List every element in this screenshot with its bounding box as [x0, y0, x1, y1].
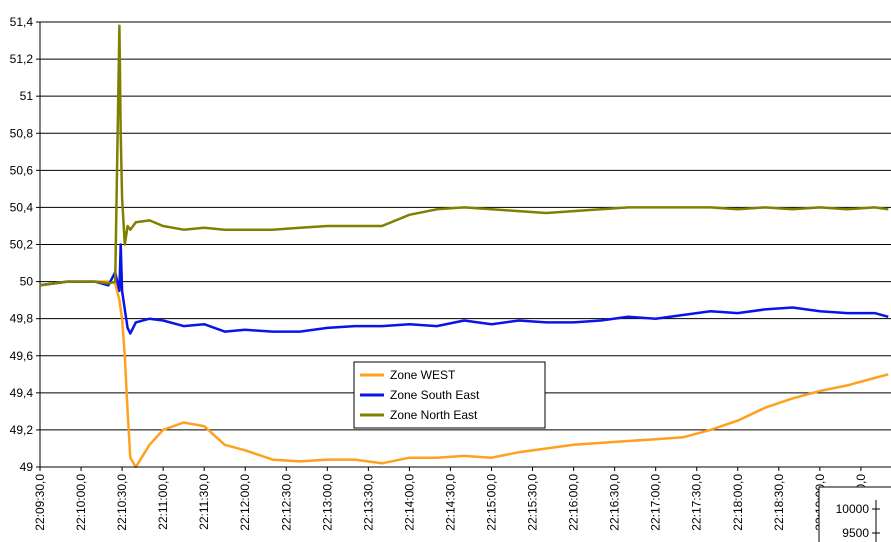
x-tick-label: 22:14:00,0	[402, 474, 416, 531]
series-line	[39, 24, 889, 287]
legend-box	[353, 361, 546, 429]
y-tick-label: 51,2	[10, 52, 34, 66]
x-tick-label: 22:17:30,0	[690, 474, 704, 531]
x-tick-label: 22:12:00,0	[238, 474, 252, 531]
x-tick-label: 22:10:00,0	[74, 474, 88, 531]
inset-tick-label: 10000	[836, 502, 870, 516]
x-tick-label: 22:13:00,0	[320, 474, 334, 531]
x-tick-label: 22:09:30,0	[33, 474, 47, 531]
y-tick-label: 50	[20, 275, 34, 289]
y-tick-label: 51,4	[10, 15, 34, 29]
x-tick-label: 22:15:00,0	[484, 474, 498, 531]
y-tick-label: 49,6	[10, 349, 34, 363]
x-tick-label: 22:18:00,0	[731, 474, 745, 531]
inset-tick-label: 9500	[842, 526, 869, 540]
y-tick-label: 51	[20, 89, 34, 103]
y-tick-label: 50,2	[10, 238, 34, 252]
y-tick-label: 50,8	[10, 126, 34, 140]
x-tick-label: 22:14:30,0	[443, 474, 457, 531]
y-tick-label: 50,4	[10, 200, 34, 214]
legend-label: Zone South East	[390, 388, 480, 402]
legend-label: Zone WEST	[390, 368, 456, 382]
x-tick-label: 22:16:00,0	[567, 474, 581, 531]
x-tick-label: 22:12:30,0	[279, 474, 293, 531]
x-tick-label: 22:11:30,0	[197, 474, 211, 530]
y-tick-label: 50,6	[10, 163, 34, 177]
x-tick-label: 22:18:30,0	[772, 474, 786, 531]
x-tick-label: 22:17:00,0	[649, 474, 663, 531]
series-line	[39, 243, 889, 335]
y-tick-label: 49	[20, 460, 34, 474]
y-tick-label: 49,4	[10, 386, 34, 400]
y-tick-label: 49,8	[10, 312, 34, 326]
y-tick-label: 49,2	[10, 423, 34, 437]
series-line	[39, 280, 889, 469]
x-tick-label: 22:11:00,0	[156, 474, 170, 530]
x-tick-label: 22:15:30,0	[526, 474, 540, 531]
x-tick-label: 22:13:30,0	[361, 474, 375, 531]
legend-label: Zone North East	[390, 408, 478, 422]
x-tick-label: 22:10:30,0	[115, 474, 129, 531]
x-tick-label: 22:16:30,0	[608, 474, 622, 531]
